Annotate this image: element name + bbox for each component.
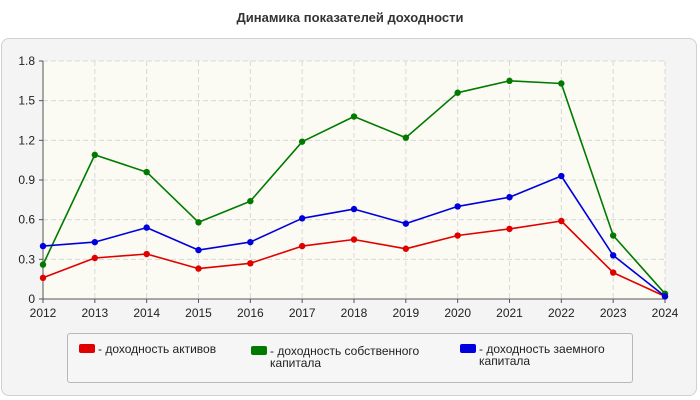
- data-point: [143, 168, 150, 176]
- x-tick-label: 2024: [652, 306, 679, 320]
- x-tick-label: 2023: [600, 306, 627, 320]
- data-point: [91, 254, 99, 262]
- data-point: [39, 274, 47, 282]
- data-point: [558, 172, 565, 180]
- data-point: [247, 260, 254, 267]
- y-tick-label: 0.3: [18, 252, 35, 266]
- data-point: [195, 219, 202, 226]
- data-point: [143, 224, 150, 231]
- y-tick-label: 0.9: [18, 173, 35, 187]
- x-tick-label: 2013: [81, 306, 108, 320]
- data-point: [350, 113, 358, 120]
- data-point: [298, 138, 306, 145]
- legend-swatch-assets: [79, 344, 95, 353]
- data-point: [609, 269, 617, 276]
- data-point: [558, 217, 565, 225]
- x-tick-label: 2017: [289, 306, 316, 320]
- data-point: [350, 236, 358, 243]
- x-tick-label: 2014: [133, 306, 160, 320]
- data-point: [454, 89, 461, 96]
- legend-label-debt: - доходность заемного капитала: [479, 342, 605, 368]
- data-point: [247, 238, 254, 246]
- data-point: [558, 80, 565, 87]
- data-point: [454, 232, 461, 239]
- data-point: [402, 220, 410, 227]
- data-point: [506, 193, 513, 201]
- data-point: [298, 215, 306, 222]
- plot-area: [43, 61, 665, 299]
- y-tick-label: 1.8: [18, 54, 35, 68]
- data-point: [247, 197, 254, 205]
- data-point: [350, 205, 358, 213]
- data-point: [39, 242, 47, 250]
- x-tick-label: 2012: [30, 306, 57, 320]
- chart-title: Динамика показателей доходности: [236, 10, 464, 25]
- legend-swatch-debt: [460, 344, 476, 353]
- data-point: [91, 238, 99, 246]
- x-tick-label: 2016: [237, 306, 264, 320]
- data-point: [609, 232, 617, 239]
- y-tick-label: 1.2: [18, 133, 35, 147]
- data-point: [609, 252, 617, 259]
- data-point: [195, 246, 202, 254]
- x-tick-label: 2021: [496, 306, 523, 320]
- series-1: [39, 77, 669, 297]
- series-2: [39, 172, 669, 300]
- y-tick-label: 0.6: [18, 213, 35, 227]
- data-point: [91, 151, 99, 159]
- y-tick-label: 0: [28, 292, 35, 306]
- data-point: [39, 261, 47, 268]
- axes: [39, 60, 666, 303]
- data-point: [454, 203, 461, 210]
- data-point: [402, 245, 410, 252]
- x-tick-labels: 2012 2013 2014 2015 2016 2017 2018 2019 2020 2021…: [30, 306, 679, 320]
- x-tick-label: 2018: [341, 306, 368, 320]
- x-tick-label: 2022: [548, 306, 575, 320]
- data-point: [506, 77, 513, 85]
- y-tick-label: 1.5: [18, 94, 35, 108]
- data-point: [195, 265, 202, 272]
- data-point: [143, 250, 150, 258]
- y-tick-labels: 0 0.3 0.6 0.9 1.2 1.5 1.8: [18, 54, 35, 306]
- data-point: [506, 225, 513, 233]
- data-point: [661, 293, 669, 300]
- x-tick-label: 2019: [392, 306, 419, 320]
- x-tick-label: 2020: [444, 306, 471, 320]
- data-point: [298, 242, 306, 250]
- legend-swatch-equity: [251, 346, 267, 355]
- legend-label-equity: - доходность собственного капитала: [270, 344, 420, 370]
- x-tick-label: 2015: [185, 306, 212, 320]
- legend: - доходность активов - доходность собств…: [67, 333, 633, 383]
- series-group: [39, 77, 669, 300]
- data-point: [402, 134, 410, 141]
- legend-label-assets: - доходность активов: [98, 342, 217, 356]
